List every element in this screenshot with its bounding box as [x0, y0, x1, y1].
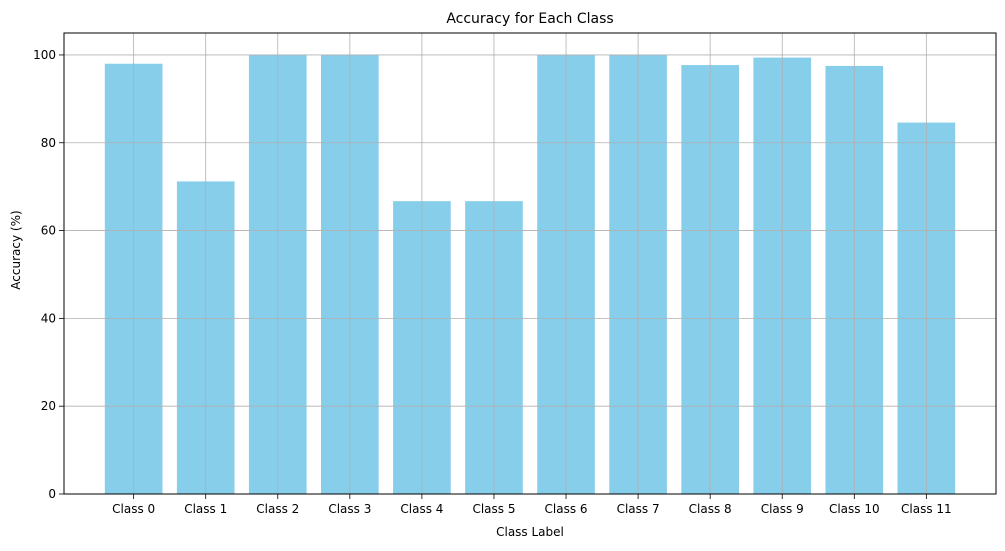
- x-tick-label: Class 6: [545, 502, 588, 516]
- x-tick-label: Class 11: [901, 502, 952, 516]
- chart-title: Accuracy for Each Class: [446, 11, 613, 27]
- y-tick-label: 0: [48, 487, 56, 501]
- x-axis-label: Class Label: [496, 525, 564, 539]
- plot-frame: [63, 32, 997, 495]
- y-tick-label: 60: [41, 224, 56, 238]
- x-tick-label: Class 7: [617, 502, 660, 516]
- x-tick-label: Class 0: [112, 502, 155, 516]
- x-tick-label: Class 5: [472, 502, 515, 516]
- bars-layer: [104, 54, 956, 495]
- x-tick-label: Class 10: [829, 502, 880, 516]
- y-tick-label: 20: [41, 399, 56, 413]
- y-axis-label: Accuracy (%): [9, 210, 23, 289]
- x-tick-label: Class 2: [256, 502, 299, 516]
- y-tick-label: 40: [41, 311, 56, 325]
- y-tick-label: 80: [41, 136, 56, 150]
- ticks-layer: 0 20 40 60 80 100 Class 0 Class 1 Class 2 Class 3…: [33, 48, 952, 516]
- x-tick-label: Class 8: [689, 502, 732, 516]
- x-tick-label: Class 3: [328, 502, 371, 516]
- x-tick-label: Class 9: [761, 502, 804, 516]
- y-tick-label: 100: [33, 48, 56, 62]
- x-tick-label: Class 1: [184, 502, 227, 516]
- x-tick-label: Class 4: [400, 502, 443, 516]
